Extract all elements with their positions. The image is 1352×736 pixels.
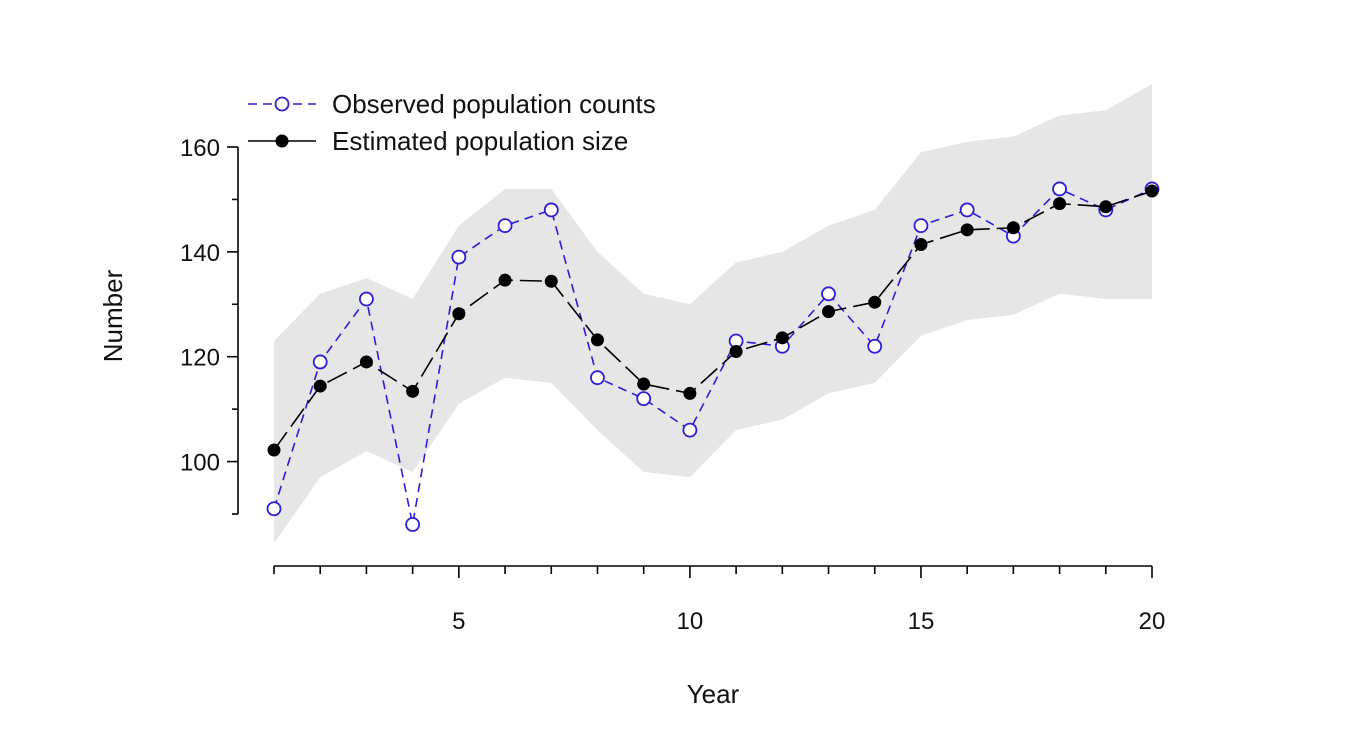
x-tick-label: 20: [1139, 608, 1166, 635]
estimated-point: [1053, 197, 1067, 211]
estimated-point: [590, 333, 604, 347]
y-tick-label: 140: [180, 240, 220, 267]
estimated-point: [683, 386, 697, 400]
x-axis: 5 10 15 20: [273, 565, 1166, 635]
y-axis-title: Number: [98, 269, 128, 362]
y-tick-label: 100: [180, 450, 220, 477]
estimated-point: [498, 273, 512, 287]
y-tick-label: 160: [180, 135, 220, 162]
legend-label-0: Observed population counts: [332, 89, 656, 119]
observed-point: [636, 391, 652, 407]
observed-point: [543, 202, 559, 218]
observed-point: [359, 291, 374, 307]
x-tick-label: 10: [677, 608, 704, 635]
estimated-point: [359, 355, 373, 369]
estimated-point: [1099, 200, 1113, 214]
estimated-point: [775, 331, 789, 345]
observed-point: [1052, 181, 1067, 197]
observed-point: [312, 354, 328, 370]
x-tick-label: 15: [908, 608, 935, 635]
observed-point: [590, 370, 605, 386]
estimated-point: [914, 238, 928, 252]
estimated-point: [406, 384, 420, 398]
legend-marker-1: [275, 134, 289, 148]
observed-point: [867, 338, 883, 354]
observed-point: [266, 501, 282, 517]
legend-marker-0: [274, 96, 290, 112]
legend: Observed population counts Estimated popu…: [248, 89, 656, 156]
estimated-point: [960, 223, 974, 237]
observed-point: [821, 286, 836, 302]
estimated-point: [452, 307, 466, 321]
series-line-0: [273, 187, 1153, 525]
x-axis-title: Year: [687, 679, 740, 709]
confidence-band-layer: [274, 84, 1152, 544]
estimated-point: [1006, 221, 1020, 235]
estimated-point: [637, 377, 651, 391]
observed-point: [682, 422, 698, 438]
observed-point: [959, 202, 975, 218]
series-layer: [266, 181, 1160, 532]
legend-label-1: Estimated population size: [332, 126, 628, 156]
observed-point: [405, 517, 421, 532]
estimated-point: [1145, 184, 1159, 198]
y-axis: 100 120 140 160: [180, 135, 239, 515]
observed-point: [913, 218, 929, 234]
confidence-band: [274, 84, 1152, 544]
estimated-point: [267, 443, 281, 457]
estimated-point: [544, 274, 558, 288]
x-tick-label: 5: [452, 608, 465, 635]
estimated-point: [729, 344, 743, 358]
estimated-point: [868, 295, 882, 309]
series-line-1: [273, 190, 1153, 451]
observed-point: [451, 249, 467, 265]
y-tick-label: 120: [180, 345, 220, 372]
estimated-point: [313, 379, 327, 393]
estimated-point: [822, 305, 836, 319]
observed-point: [497, 218, 513, 234]
